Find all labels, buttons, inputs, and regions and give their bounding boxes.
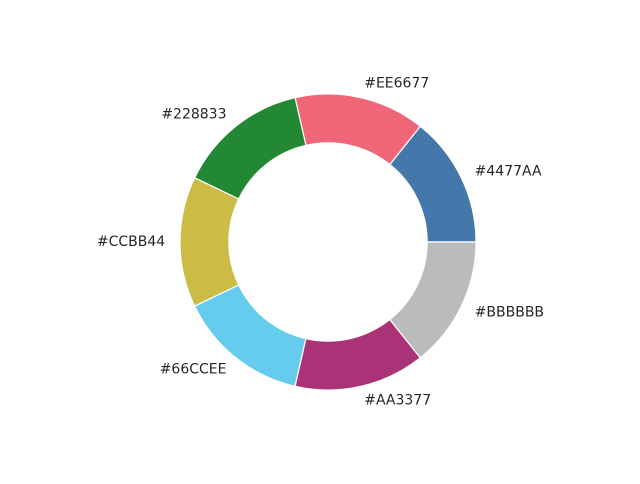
- labels-layer: #4477AA #EE6677 #228833 #CCBB44 #66CCEE #AA33…: [97, 75, 544, 408]
- slices-layer: [179, 93, 477, 391]
- slice-bbbbbb: [389, 241, 477, 359]
- slice-label-ee6677: #EE6677: [364, 75, 429, 91]
- slice-ccbb44: [179, 177, 240, 307]
- slice-label-66ccee: #66CCEE: [160, 361, 227, 377]
- slice-label-ccbb44: #CCBB44: [97, 234, 165, 250]
- slice-label-4477aa: #4477AA: [475, 163, 542, 179]
- slice-label-bbbbbb: #BBBBBB: [475, 305, 544, 321]
- slice-label-aa3377: #AA3377: [364, 393, 431, 409]
- slice-label-228833: #228833: [161, 107, 226, 123]
